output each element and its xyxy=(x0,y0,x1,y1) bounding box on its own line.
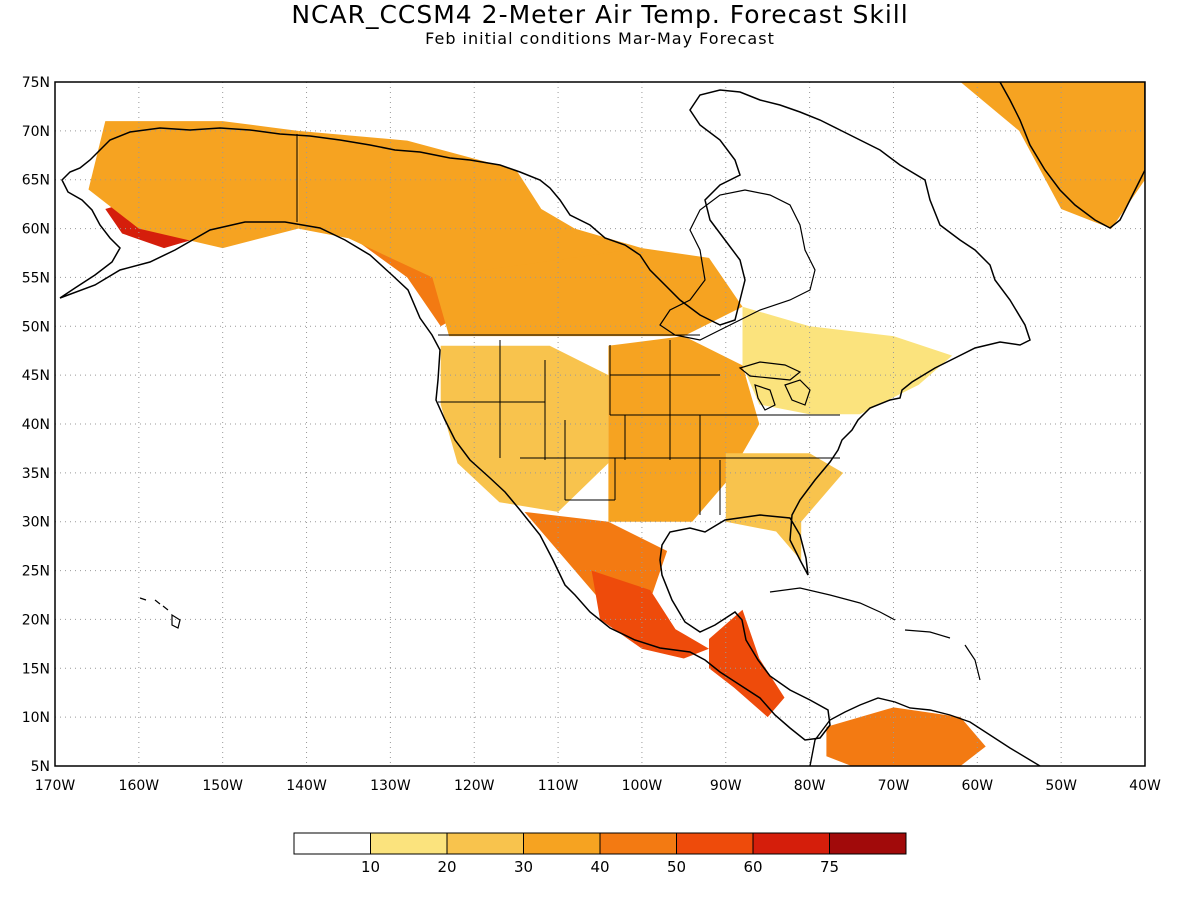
skill-region-nw-canada xyxy=(298,130,642,288)
colorbar-label: 10 xyxy=(361,858,380,876)
skill-region-northern-south-america xyxy=(826,707,986,766)
colorbar-swatch xyxy=(293,832,371,855)
colorbar-swatch xyxy=(599,832,677,855)
colorbar-label: 30 xyxy=(514,858,533,876)
lon-tick-label: 120W xyxy=(454,778,495,794)
colorbar-label: 40 xyxy=(590,858,609,876)
skill-region-hudson-bay-labrador xyxy=(683,228,894,307)
colorbar-swatch xyxy=(676,832,754,855)
colorbar-swatch xyxy=(370,832,448,855)
colorbar-label: 20 xyxy=(437,858,456,876)
lat-tick-label: 5N xyxy=(31,759,50,775)
colorbar-legend: 10 20 30 40 50 60 75 xyxy=(293,832,907,876)
lat-tick-label: 50N xyxy=(22,319,50,335)
lat-tick-label: 65N xyxy=(22,173,50,189)
colorbar-label: 50 xyxy=(667,858,686,876)
colorbar-swatch xyxy=(829,832,907,855)
lon-tick-label: 150W xyxy=(202,778,243,794)
map-title: NCAR_CCSM4 2-Meter Air Temp. Forecast Sk… xyxy=(291,0,909,29)
political-borders xyxy=(296,134,840,515)
lon-tick-label: 100W xyxy=(622,778,663,794)
plot-frame xyxy=(54,81,1146,767)
hawaii-islands xyxy=(139,597,181,629)
lat-tick-label: 30N xyxy=(22,515,50,531)
caribbean-islands xyxy=(769,587,981,681)
colorbar-label: 75 xyxy=(820,858,839,876)
map-subtitle: Feb initial conditions Mar-May Forecast xyxy=(425,29,775,48)
north-america-coastline xyxy=(59,89,1031,741)
lat-tick-label: 10N xyxy=(22,710,50,726)
colorbar-swatch xyxy=(446,832,524,855)
south-america-coastline xyxy=(809,697,1041,766)
skill-region-great-lakes-northeast xyxy=(742,306,953,415)
latitude-tick-labels: 75N 70N 65N 60N 55N 50N 45N 40N 35N 30N 25N 20N 15N 1… xyxy=(22,75,50,775)
lat-tick-label: 20N xyxy=(22,612,50,628)
lon-tick-label: 80W xyxy=(794,778,826,794)
longitude-tick-labels: 170W 160W 150W 140W 130W 120W 110W 100W 90W 80W 70… xyxy=(35,778,1161,794)
lat-tick-label: 45N xyxy=(22,368,50,384)
skill-region-canadian-prairies xyxy=(432,248,743,337)
skill-region-northern-mexico xyxy=(524,511,668,600)
lat-tick-label: 15N xyxy=(22,661,50,677)
skill-region-central-america xyxy=(709,609,785,718)
lon-tick-label: 60W xyxy=(961,778,993,794)
lat-tick-label: 40N xyxy=(22,417,50,433)
great-lakes xyxy=(738,361,811,411)
skill-region-southeast-us xyxy=(725,453,844,561)
lat-tick-label: 35N xyxy=(22,466,50,482)
skill-region-southern-mexico xyxy=(591,570,709,659)
lat-tick-label: 25N xyxy=(22,564,50,580)
lat-tick-label: 60N xyxy=(22,222,50,238)
colorbar-swatch xyxy=(752,832,830,855)
skill-region-central-us xyxy=(608,336,760,522)
colorbar-swatch xyxy=(523,832,601,855)
lon-tick-label: 130W xyxy=(370,778,411,794)
skill-region-alaska-n xyxy=(88,121,299,249)
lon-tick-label: 90W xyxy=(710,778,742,794)
lat-tick-label: 55N xyxy=(22,270,50,286)
skill-region-greenland xyxy=(960,82,1145,229)
lon-tick-label: 70W xyxy=(878,778,910,794)
lon-tick-label: 170W xyxy=(35,778,76,794)
lon-tick-label: 110W xyxy=(538,778,579,794)
lat-tick-label: 75N xyxy=(22,75,50,91)
greenland-coastline xyxy=(999,82,1145,229)
lat-tick-label: 70N xyxy=(22,124,50,140)
lon-tick-label: 140W xyxy=(286,778,327,794)
lon-tick-label: 160W xyxy=(119,778,160,794)
colorbar-label: 60 xyxy=(743,858,762,876)
lon-tick-label: 40W xyxy=(1129,778,1161,794)
hudson-bay-coastline xyxy=(659,189,816,341)
lon-tick-label: 50W xyxy=(1045,778,1077,794)
skill-shading-layer xyxy=(88,82,1145,766)
coastline-outline-layer xyxy=(59,82,1145,766)
